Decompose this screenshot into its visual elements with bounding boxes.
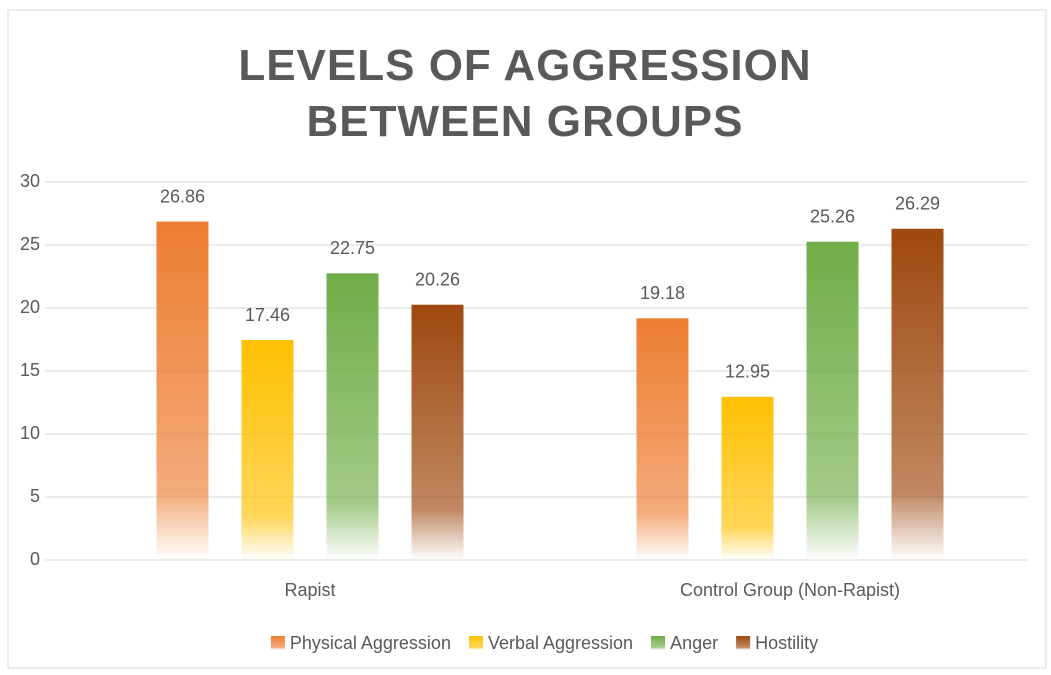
data-label: 20.26: [415, 269, 460, 289]
data-label: 19.18: [640, 283, 685, 303]
legend-swatch: [270, 636, 285, 650]
y-tick-label: 0: [30, 549, 40, 569]
legend-label: Anger: [670, 633, 718, 653]
bar: [721, 396, 774, 560]
data-label: 22.75: [330, 238, 375, 258]
y-tick-label: 10: [20, 423, 40, 443]
bar: [636, 318, 689, 560]
bar: [241, 340, 294, 560]
data-label: 25.26: [810, 206, 855, 226]
y-tick-label: 15: [20, 360, 40, 380]
bar: [156, 221, 209, 560]
legend-swatch: [651, 636, 666, 650]
legend-label: Hostility: [755, 633, 818, 653]
bar: [411, 304, 464, 560]
data-label: 17.46: [245, 305, 290, 325]
x-tick-label: Control Group (Non-Rapist): [680, 580, 900, 600]
legend: Physical Aggression Verbal Aggression Ange…: [270, 633, 818, 653]
data-label: 26.29: [895, 193, 940, 213]
y-tick-label: 5: [30, 486, 40, 506]
bar: [891, 228, 944, 560]
data-label: 26.86: [160, 186, 205, 206]
bar: [326, 273, 379, 560]
legend-swatch: [468, 636, 483, 650]
legend-label: Verbal Aggression: [488, 633, 633, 653]
legend-label: Physical Aggression: [290, 633, 451, 653]
chart-title: LEVELS OF AGGRESSION BETWEEN GROUPS: [238, 41, 812, 146]
bar: [806, 241, 859, 560]
data-label: 12.95: [725, 362, 770, 382]
x-tick-label: Rapist: [284, 580, 335, 600]
y-tick-label: 25: [20, 234, 40, 254]
legend-swatch: [736, 636, 751, 650]
chart-border: [7, 9, 1047, 669]
y-tick-label: 20: [20, 297, 40, 317]
y-tick-label: 30: [20, 171, 40, 191]
